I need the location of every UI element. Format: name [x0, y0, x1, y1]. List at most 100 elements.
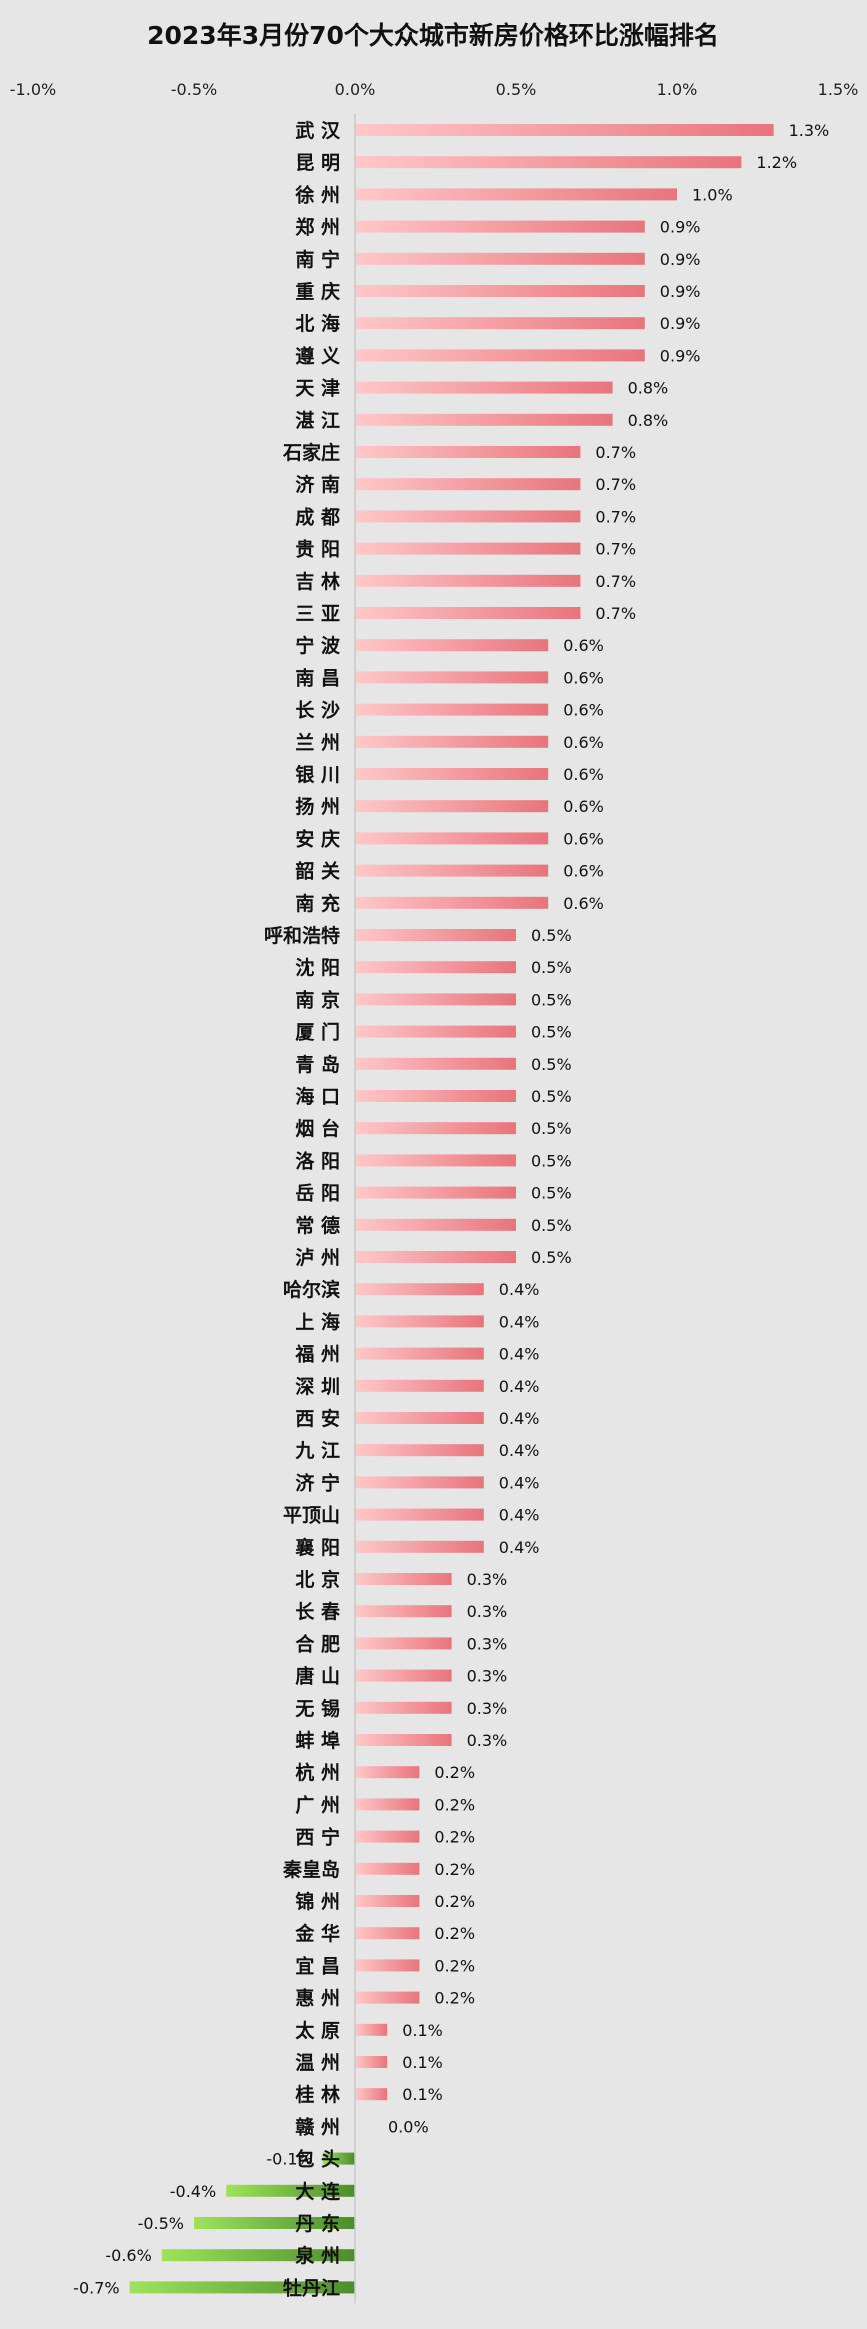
bar	[355, 1090, 516, 1102]
category-label: 哈尔滨	[283, 1278, 340, 1301]
bar	[355, 1412, 484, 1424]
data-label: -0.5%	[138, 2214, 184, 2233]
bar	[129, 2281, 355, 2294]
bar	[355, 800, 549, 813]
bar	[355, 220, 645, 233]
chart-title: 2023年3月份70个大众城市新房价格环比涨幅排名	[147, 21, 719, 50]
bar	[355, 188, 677, 201]
category-label: 北 京	[295, 1568, 340, 1591]
category-label: 济 宁	[295, 1471, 340, 1494]
data-label: 0.6%	[563, 829, 604, 848]
data-label: 0.2%	[434, 1860, 475, 1879]
data-label: 0.6%	[563, 701, 604, 720]
bar	[355, 381, 613, 394]
bar	[355, 1605, 452, 1618]
data-label: 0.9%	[660, 282, 701, 301]
category-label: 杭 州	[295, 1761, 340, 1784]
bar	[355, 413, 613, 426]
bar	[355, 768, 549, 780]
data-label: 0.4%	[499, 1441, 540, 1460]
bar	[355, 285, 645, 297]
data-label: 0.5%	[531, 990, 572, 1009]
data-label: 0.9%	[660, 314, 701, 333]
category-label: 宜 昌	[295, 1954, 340, 1977]
bar	[355, 1637, 452, 1650]
data-label: 0.4%	[499, 1312, 540, 1331]
data-label: 0.7%	[595, 443, 636, 462]
category-label: 无 锡	[295, 1697, 340, 1720]
bar	[355, 864, 549, 877]
data-label: 0.4%	[499, 1345, 540, 1364]
category-label: 常 德	[295, 1214, 340, 1237]
category-label: 福 州	[294, 1343, 340, 1366]
data-label: 0.1%	[402, 2021, 443, 2040]
category-label: 昆 明	[295, 152, 340, 174]
data-label: 0.7%	[595, 475, 636, 494]
category-label: 太 原	[295, 2019, 340, 2042]
data-label: 0.5%	[531, 1216, 572, 1235]
data-label: 0.2%	[434, 1892, 475, 1911]
data-label: 0.3%	[467, 1634, 508, 1653]
bar	[355, 1830, 420, 1843]
category-label: 南 充	[295, 892, 340, 915]
category-label: 成 都	[295, 505, 340, 528]
data-label: 0.3%	[467, 1731, 508, 1750]
category-label: 海 口	[295, 1085, 340, 1108]
bar	[355, 510, 581, 523]
data-label: 0.7%	[595, 572, 636, 591]
data-label: 0.6%	[563, 668, 604, 687]
data-label: 0.5%	[531, 1119, 572, 1138]
data-label: 0.2%	[434, 1763, 475, 1782]
category-label: 泸 州	[295, 1247, 340, 1269]
category-label: 扬 州	[295, 795, 340, 818]
category-label: 重 庆	[295, 280, 340, 303]
data-label: 0.4%	[499, 1280, 540, 1299]
category-label: 青 岛	[295, 1053, 340, 1076]
bar	[355, 1218, 516, 1231]
data-label: 0.9%	[660, 250, 701, 269]
data-label: 0.0%	[388, 2117, 429, 2136]
data-label: 0.7%	[595, 507, 636, 526]
data-label: 0.6%	[563, 862, 604, 881]
x-tick-label: 1.0%	[657, 80, 698, 99]
category-label: 厦 门	[295, 1021, 340, 1044]
category-label: 平顶山	[283, 1505, 340, 1527]
data-label: 0.2%	[434, 1989, 475, 2008]
category-label: 岳 阳	[295, 1183, 340, 1205]
data-label: 0.6%	[563, 765, 604, 784]
category-label: 广 州	[295, 1793, 340, 1816]
x-tick-label: -0.5%	[171, 80, 217, 99]
category-label: 南 昌	[295, 667, 340, 689]
category-label: 秦皇岛	[282, 1858, 340, 1881]
data-label: 0.5%	[531, 1151, 572, 1170]
data-label: 0.5%	[531, 1087, 572, 1106]
category-label: 三 亚	[295, 603, 340, 625]
bar	[194, 2217, 355, 2229]
bar	[355, 1251, 516, 1263]
bar	[355, 1444, 484, 1457]
bar	[355, 607, 581, 619]
category-label: 深 圳	[295, 1375, 340, 1398]
data-label: 0.4%	[499, 1538, 540, 1557]
bar	[355, 156, 742, 169]
data-label: 0.3%	[467, 1570, 508, 1589]
category-label: 烟 台	[295, 1117, 340, 1140]
category-label: 襄 阳	[294, 1536, 340, 1559]
category-label: 九 江	[294, 1440, 340, 1462]
bar	[355, 1186, 516, 1199]
data-label: 0.5%	[531, 1248, 572, 1267]
x-tick-label: -1.0%	[10, 80, 56, 99]
bar	[355, 1991, 420, 2004]
bar	[355, 1540, 484, 1553]
data-label: 0.2%	[434, 1956, 475, 1975]
category-label: 上 海	[295, 1310, 340, 1333]
bar	[355, 1122, 516, 1135]
bar	[355, 1927, 420, 1940]
category-label: 桂 林	[294, 2083, 340, 2106]
data-label: 0.6%	[563, 894, 604, 913]
category-label: 惠 州	[295, 1988, 340, 2010]
bar	[355, 2088, 388, 2101]
category-label: 北 海	[295, 312, 340, 335]
bar	[355, 1315, 484, 1328]
bar	[355, 1025, 516, 1038]
